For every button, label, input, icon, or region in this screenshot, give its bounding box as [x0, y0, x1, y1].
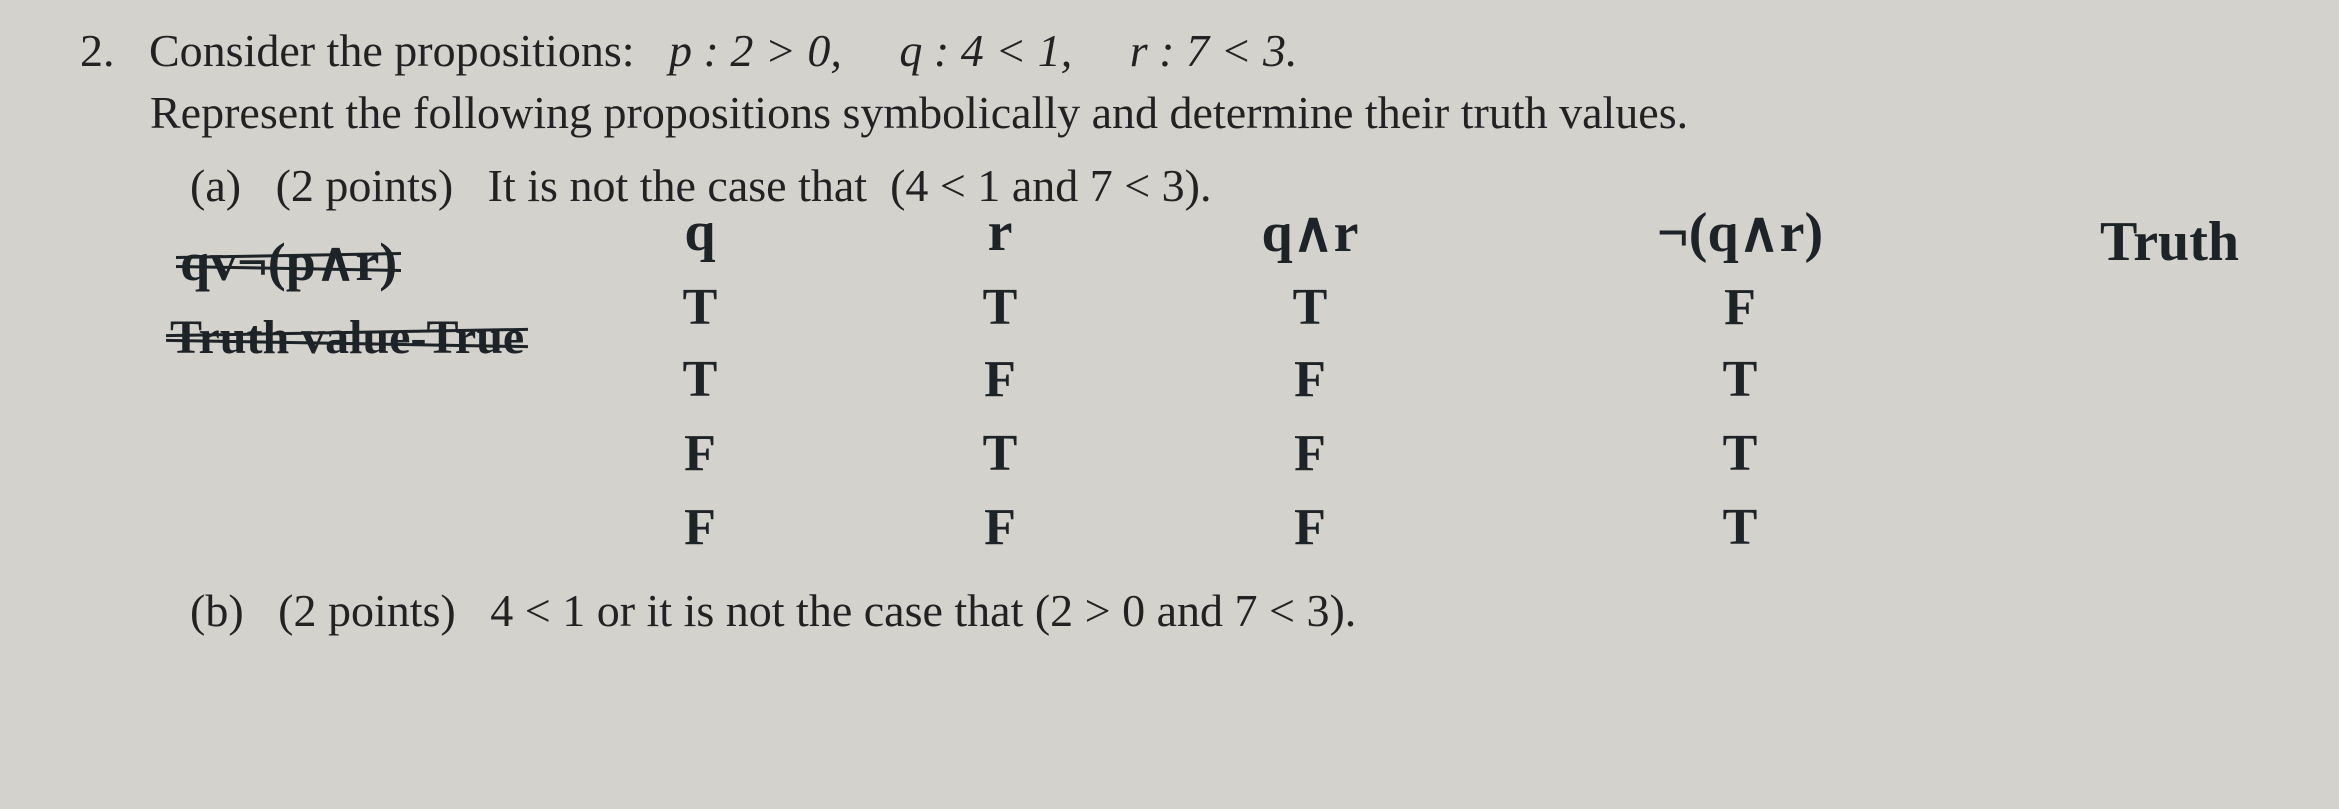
col-header-q: q: [650, 200, 750, 264]
col-header-nqar: ¬(q∧r): [1630, 200, 1850, 265]
part-b-points: (2 points): [278, 585, 456, 636]
cell-q-2: F: [650, 424, 750, 483]
problem-number: 2.: [80, 25, 115, 76]
cell-qar-2: F: [1250, 424, 1370, 483]
cell-nqar-1: T: [1690, 350, 1790, 409]
cell-q-0: T: [650, 278, 750, 337]
part-a-label: (a): [190, 160, 241, 211]
part-b-text: 4 < 1 or it is not the case that (2 > 0 …: [490, 585, 1356, 636]
cell-qar-3: F: [1250, 498, 1370, 557]
cell-r-0: T: [950, 278, 1050, 337]
part-a-expr: (4 < 1 and 7 < 3).: [890, 160, 1211, 211]
truth-label: Truth: [2100, 210, 2239, 274]
prop-r: r : 7 < 3.: [1130, 25, 1298, 76]
cell-nqar-3: T: [1690, 498, 1790, 557]
prop-p: p : 2 > 0,: [669, 25, 842, 76]
cell-q-3: F: [650, 498, 750, 557]
strikeout-1: qv¬(p∧r): [180, 230, 397, 293]
problem-intro: Consider the propositions:: [149, 25, 635, 76]
cell-r-1: F: [950, 350, 1050, 409]
part-a-points: (2 points): [276, 160, 454, 211]
cell-qar-1: F: [1250, 350, 1370, 409]
cell-qar-0: T: [1250, 278, 1370, 337]
problem-intro-line2: Represent the following propositions sym…: [150, 82, 1688, 144]
cell-nqar-0: F: [1690, 278, 1790, 337]
col-header-qar: q∧r: [1230, 200, 1390, 265]
cell-r-2: T: [950, 424, 1050, 483]
prop-q: q : 4 < 1,: [899, 25, 1072, 76]
cell-nqar-2: T: [1690, 424, 1790, 483]
part-b-label: (b): [190, 585, 244, 636]
cell-q-1: T: [650, 350, 750, 409]
cell-r-3: F: [950, 498, 1050, 557]
strikeout-2: Truth value-True: [170, 310, 524, 365]
col-header-r: r: [950, 200, 1050, 264]
